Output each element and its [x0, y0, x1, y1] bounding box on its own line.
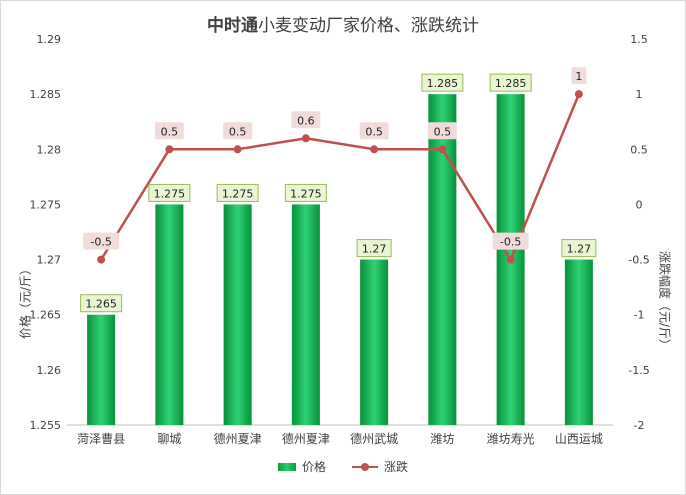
price-data-label: 1.27: [362, 243, 387, 256]
x-tick-label: 德州夏津: [282, 431, 330, 446]
title-text: 小麦变动厂家价格、涨跌统计: [258, 16, 479, 36]
price-label-box: [356, 239, 392, 258]
change-point: [97, 255, 106, 264]
y-tick-label: 1.26: [37, 364, 62, 377]
legend: 价格 涨跌: [1, 458, 685, 475]
change-label-box: [492, 232, 529, 250]
change-point: [506, 255, 515, 264]
y-tick-label: 1.275: [30, 198, 62, 211]
change-label-box: [427, 122, 457, 140]
legend-item-change: 涨跌: [352, 458, 408, 475]
y2-tick-label: 1: [636, 88, 643, 101]
y-tick-label: 1.255: [30, 419, 62, 432]
x-tick-label: 聊城: [157, 432, 181, 446]
legend-label-price: 价格: [301, 460, 326, 474]
price-bar: [155, 204, 184, 425]
legend-item-price: 价格: [277, 458, 326, 475]
x-tick-label: 德州夏津: [214, 431, 262, 446]
y2-tick-label: -2: [634, 419, 645, 432]
y-tick-label: 1.29: [37, 33, 62, 46]
change-label-box: [154, 122, 184, 140]
y2-tick-label: 1.5: [630, 33, 648, 46]
title-brand: 中时通: [207, 16, 258, 36]
price-bar: [564, 259, 593, 425]
y-axis-title: 价格（元/斤）: [18, 262, 33, 340]
price-data-label: 1.275: [222, 187, 254, 200]
change-point: [438, 145, 447, 154]
change-label-box: [83, 232, 120, 250]
chart-title: 中时通小麦变动厂家价格、涨跌统计: [1, 11, 685, 36]
price-label-box: [489, 73, 532, 92]
change-label-box: [291, 111, 321, 129]
y-tick-label: 1.27: [37, 254, 62, 267]
price-label-box: [80, 294, 123, 313]
y2-tick-label: -0.5: [628, 254, 649, 267]
y2-tick-label: -1: [634, 309, 645, 322]
x-tick-label: 德州武城: [350, 431, 398, 446]
price-label-box: [284, 183, 327, 202]
price-data-label: 1.275: [290, 187, 322, 200]
change-point: [370, 145, 379, 154]
price-data-label: 1.285: [427, 77, 459, 90]
change-point: [165, 145, 174, 154]
price-label-box: [561, 239, 597, 258]
change-data-label: 1: [575, 70, 582, 83]
price-bar: [223, 204, 252, 425]
change-point: [574, 90, 583, 99]
y2-tick-label: 0: [636, 198, 643, 211]
price-label-box: [216, 183, 259, 202]
y-tick-label: 1.285: [30, 88, 62, 101]
change-point: [233, 145, 242, 154]
change-label-box: [359, 122, 389, 140]
y-tick-label: 1.28: [37, 143, 62, 156]
legend-label-change: 涨跌: [384, 460, 409, 474]
legend-swatch-price: [277, 462, 296, 471]
change-data-label: -0.5: [90, 236, 111, 249]
change-data-label: 0.6: [297, 114, 315, 127]
x-tick-label: 山西运城: [555, 432, 603, 446]
price-bar: [291, 204, 320, 425]
change-data-label: 0.5: [161, 125, 179, 138]
x-tick-label: 潍坊: [430, 431, 454, 446]
price-label-box: [148, 183, 191, 202]
x-tick-label: 菏泽曹县: [77, 432, 125, 446]
price-bar: [360, 259, 389, 425]
legend-swatch-change: [352, 462, 378, 472]
x-tick-label: 潍坊寿光: [487, 431, 535, 446]
price-bar: [428, 94, 457, 426]
change-data-label: -0.5: [500, 236, 521, 249]
change-data-label: 0.5: [434, 125, 452, 138]
change-label-box: [571, 67, 587, 85]
price-data-label: 1.27: [567, 243, 592, 256]
price-label-box: [421, 73, 464, 92]
price-data-label: 1.265: [85, 298, 117, 311]
y2-tick-label: -1.5: [628, 364, 649, 377]
price-data-label: 1.275: [154, 187, 186, 200]
change-point: [301, 134, 310, 143]
y2-axis-title: 涨跌幅度（元/斤）: [657, 250, 672, 352]
price-data-label: 1.285: [495, 77, 527, 90]
change-label-box: [223, 122, 253, 140]
change-data-label: 0.5: [365, 125, 383, 138]
price-bar: [87, 314, 116, 425]
change-data-label: 0.5: [229, 125, 247, 138]
y-tick-label: 1.265: [30, 309, 62, 322]
y2-tick-label: 0.5: [630, 143, 648, 156]
